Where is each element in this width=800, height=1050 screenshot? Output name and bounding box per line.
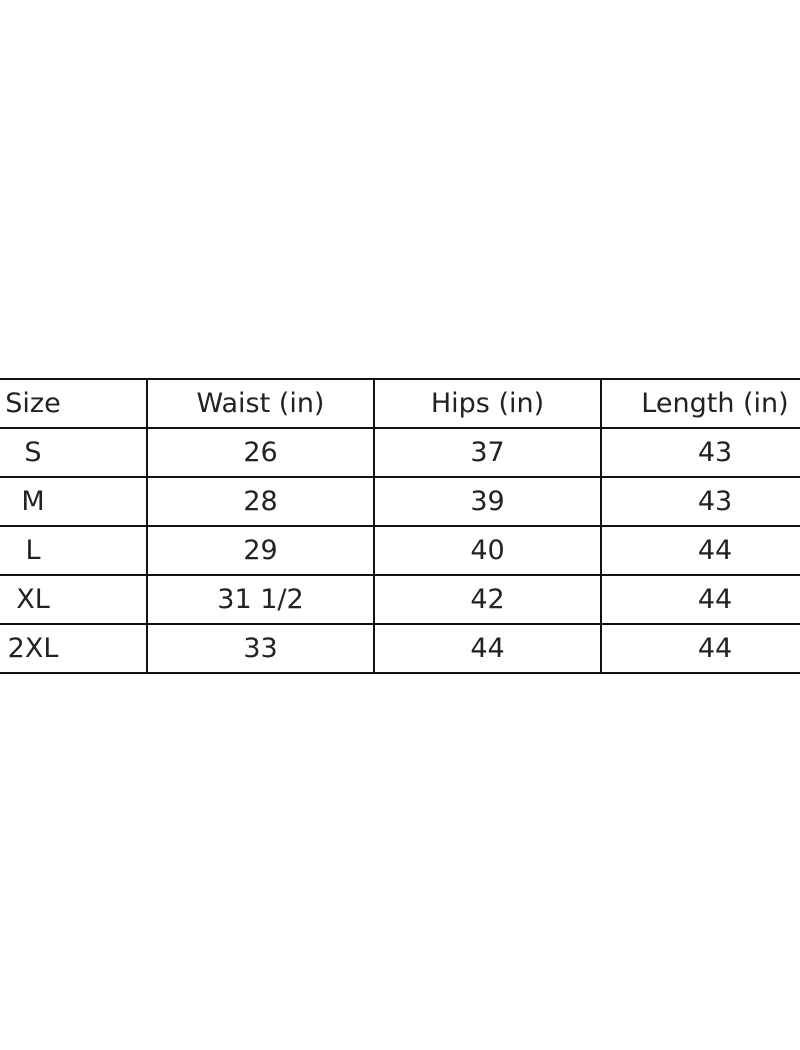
cell-size: XL	[0, 574, 148, 625]
table-row: L 29 40 44	[0, 525, 800, 576]
table-row: S 26 37 43	[0, 427, 800, 478]
cell-hips: 44	[373, 623, 602, 674]
table-row: XL 31 1/2 42 44	[0, 574, 800, 625]
cell-hips: 37	[373, 427, 602, 478]
cell-length: 43	[600, 427, 800, 478]
header-waist: Waist (in)	[146, 378, 375, 429]
header-size: Size	[0, 378, 148, 429]
cell-length: 43	[600, 476, 800, 527]
header-length: Length (in)	[600, 378, 800, 429]
table-row: M 28 39 43	[0, 476, 800, 527]
table-row: 2XL 33 44 44	[0, 623, 800, 674]
cell-length: 44	[600, 525, 800, 576]
cell-size: S	[0, 427, 148, 478]
cell-length: 44	[600, 623, 800, 674]
cell-waist: 28	[146, 476, 375, 527]
cell-length: 44	[600, 574, 800, 625]
cell-size: M	[0, 476, 148, 527]
cell-size: L	[0, 525, 148, 576]
header-hips: Hips (in)	[373, 378, 602, 429]
cell-size: 2XL	[0, 623, 148, 674]
cell-hips: 40	[373, 525, 602, 576]
cell-waist: 26	[146, 427, 375, 478]
header-row: Size Waist (in) Hips (in) Length (in)	[0, 378, 800, 429]
cell-waist: 33	[146, 623, 375, 674]
cell-hips: 42	[373, 574, 602, 625]
cell-waist: 29	[146, 525, 375, 576]
cell-waist: 31 1/2	[146, 574, 375, 625]
cell-hips: 39	[373, 476, 602, 527]
